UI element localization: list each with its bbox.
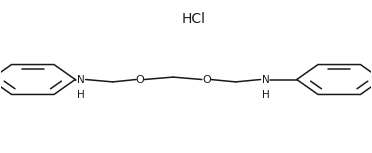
Text: N: N (262, 75, 269, 84)
Text: N: N (77, 75, 85, 84)
Text: O: O (202, 75, 211, 84)
Text: O: O (135, 75, 144, 84)
Text: H: H (262, 90, 269, 100)
Text: HCl: HCl (182, 12, 205, 26)
Text: H: H (77, 90, 85, 100)
